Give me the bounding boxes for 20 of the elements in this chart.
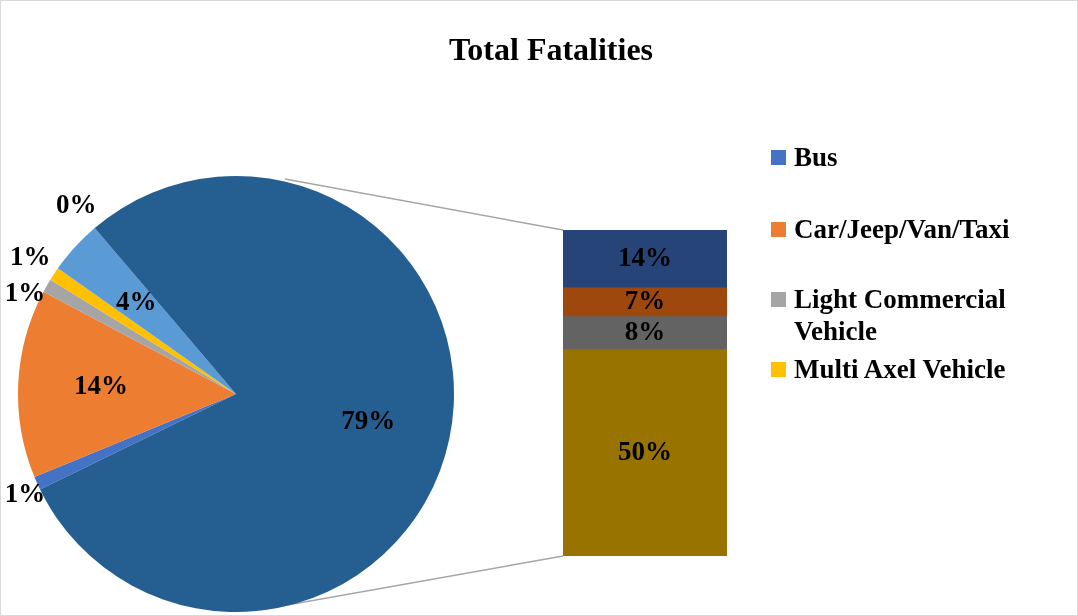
legend-label: Bus (794, 141, 838, 173)
data-label: 79% (341, 404, 396, 435)
data-label: 1% (10, 241, 51, 272)
bar (563, 316, 727, 350)
legend-label: Car/Jeep/Van/Taxi (794, 213, 1010, 245)
bar (563, 349, 727, 556)
legend-label: Multi Axel Vehicle (794, 353, 1006, 385)
data-label: 1% (4, 277, 46, 308)
data-label: 50% (618, 435, 672, 466)
text: 0% (56, 189, 97, 220)
data-label: 8% (624, 316, 666, 347)
legend-label: Light Commercial Vehicle (794, 283, 1007, 347)
bar (563, 230, 727, 289)
bar (563, 287, 727, 317)
data-label: 4% (115, 285, 157, 316)
data-label: 14% (74, 370, 128, 401)
data-label: 7% (624, 285, 666, 316)
data-label: 14% (618, 241, 672, 272)
chart-title: Total Fatalities (447, 31, 655, 68)
data-label: 1% (4, 477, 46, 508)
